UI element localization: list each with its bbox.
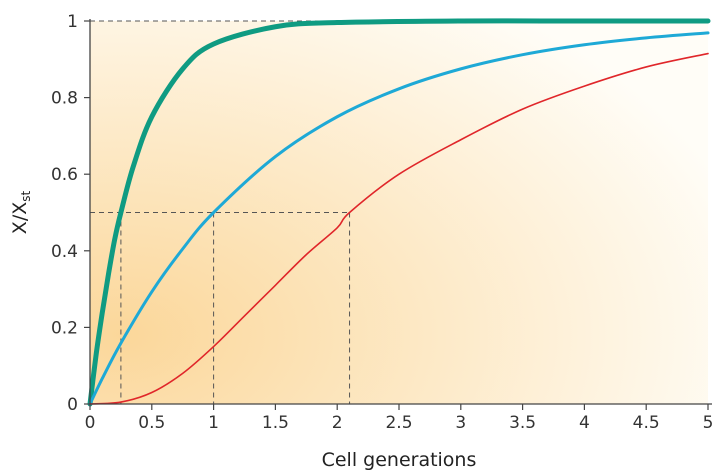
series-line-2	[88, 31, 710, 406]
series-line-3	[89, 52, 709, 405]
x-tick-label: 0.5	[138, 413, 165, 433]
x-tick-label: 4.5	[633, 413, 660, 433]
x-tick-label: 2.5	[385, 413, 412, 433]
x-axis-label: Cell generations	[322, 449, 477, 471]
series-line-1	[87, 18, 711, 407]
y-tick-label: 0	[67, 395, 78, 415]
y-tick-label: 0.4	[51, 242, 78, 262]
x-tick-label: 0	[85, 413, 96, 433]
x-tick-label: 2	[332, 413, 343, 433]
x-tick-label: 3.5	[509, 413, 536, 433]
x-tick-label: 5	[703, 413, 714, 433]
x-tick-label: 3	[455, 413, 466, 433]
y-tick-label: 1	[67, 12, 78, 32]
x-tick-label: 1.5	[262, 413, 289, 433]
y-tick-label: 0.8	[51, 89, 78, 109]
x-tick-label: 4	[579, 413, 590, 433]
y-axis-label-main: X/X	[9, 202, 31, 234]
y-axis-label-subscript: st	[19, 191, 33, 202]
y-ticks: 0 0.2 0.4 0.6 0.8 1	[51, 12, 90, 415]
y-tick-label: 0.2	[51, 318, 78, 338]
y-tick-label: 0.6	[51, 165, 78, 185]
y-axis-label: X/Xst	[9, 191, 33, 235]
x-ticks: 0 0.5 1 1.5 2 2.5 3 3.5 4 4.5 5	[85, 404, 714, 433]
x-tick-label: 1	[208, 413, 219, 433]
series-group	[87, 18, 711, 407]
